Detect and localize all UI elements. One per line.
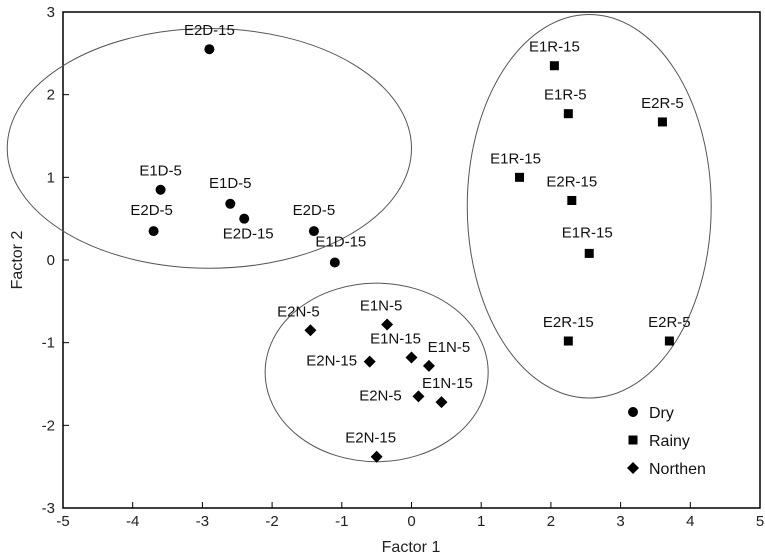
point-label: E2N-5	[359, 387, 402, 404]
point-label: E2R-5	[648, 314, 691, 331]
plot-area	[62, 11, 761, 509]
dry-point	[329, 257, 340, 268]
northen-point	[363, 355, 376, 368]
point-label: E2D-15	[184, 22, 235, 39]
legend-northen-marker	[627, 462, 639, 474]
point-label: E1D-5	[209, 175, 252, 192]
dry-point	[204, 44, 215, 55]
legend-dry-marker	[628, 407, 638, 417]
point-label: E1N-5	[360, 297, 403, 314]
y-tick-label: 0	[47, 252, 55, 269]
legend: Dry Rainy Northen	[627, 405, 706, 478]
legend-dry-label: Dry	[649, 405, 674, 422]
dry-point	[225, 198, 236, 209]
x-axis-title: Factor 1	[382, 539, 441, 556]
ellipse-dry	[6, 28, 412, 269]
dry-point	[155, 184, 166, 195]
y-tick-label: 1	[47, 169, 55, 186]
rainy-point	[549, 61, 559, 71]
point-label: E2N-15	[306, 353, 357, 370]
legend-rainy-marker	[628, 435, 638, 445]
cluster-ellipses	[6, 13, 712, 463]
point-label: E2R-15	[543, 314, 594, 331]
rainy-point	[563, 109, 573, 119]
point-labels: E2D-15 E1D-5 E1D-5 E2D-15 E2D-5 E2D-5 E1D-15 E1…	[130, 22, 690, 447]
point-label: E1D-5	[139, 163, 182, 180]
northen-point	[435, 396, 448, 409]
point-label: E1N-5	[428, 339, 471, 356]
point-label: E2D-5	[293, 202, 336, 219]
point-label: E2D-5	[130, 202, 173, 219]
rainy-point	[657, 117, 667, 127]
y-axis-title: Factor 2	[9, 231, 26, 290]
dry-point	[308, 226, 319, 237]
rainy-point	[563, 336, 573, 346]
northen-point	[304, 324, 317, 337]
data-points	[148, 44, 674, 463]
x-tick-label: -4	[126, 513, 139, 530]
point-label: E2R-15	[546, 173, 597, 190]
x-tick-label: 2	[547, 513, 555, 530]
x-tick-label: -2	[265, 513, 278, 530]
legend-rainy-label: Rainy	[649, 433, 690, 450]
northen-point	[381, 318, 394, 331]
rainy-point	[584, 248, 594, 258]
northen-point	[370, 450, 383, 463]
northen-point	[422, 359, 435, 372]
y-tick-label: -1	[42, 335, 55, 352]
y-tick-label: 3	[47, 4, 55, 21]
point-label: E2D-15	[223, 226, 274, 243]
point-label: E1D-15	[315, 233, 366, 250]
point-label: E1N-15	[370, 331, 421, 348]
x-tick-label: -3	[196, 513, 209, 530]
point-label: E2N-5	[277, 303, 320, 320]
point-label: E2R-5	[641, 95, 684, 112]
x-tick-label: 3	[616, 513, 624, 530]
northen-point	[405, 351, 418, 364]
x-tick-label: -5	[56, 513, 69, 530]
point-label: E1R-15	[490, 150, 541, 167]
rainy-point	[515, 172, 525, 182]
y-tick-label: -2	[42, 417, 55, 434]
y-tick-label: -3	[42, 500, 55, 517]
axis-ticks: -5 -4 -3 -2 -1 0 1 2 3 4 5 3 2 1 0 -1 -2 -3	[42, 4, 765, 530]
ellipse-rainy	[466, 13, 712, 399]
x-tick-label: 1	[477, 513, 485, 530]
x-tick-label: 0	[407, 513, 415, 530]
point-label: E1R-5	[544, 87, 587, 104]
y-tick-label: 2	[47, 87, 55, 104]
rainy-point	[567, 195, 577, 205]
rainy-point	[664, 336, 674, 346]
x-tick-label: 4	[686, 513, 694, 530]
x-tick-label: -1	[335, 513, 348, 530]
point-label: E2N-15	[345, 430, 396, 447]
legend-northen-label: Northen	[649, 461, 706, 478]
point-label: E1R-15	[562, 224, 613, 241]
northen-point	[412, 390, 425, 403]
x-tick-label: 5	[756, 513, 764, 530]
dry-point	[239, 213, 250, 224]
dry-point	[148, 226, 159, 237]
point-label: E1N-15	[422, 375, 473, 392]
point-label: E1R-15	[529, 39, 580, 56]
